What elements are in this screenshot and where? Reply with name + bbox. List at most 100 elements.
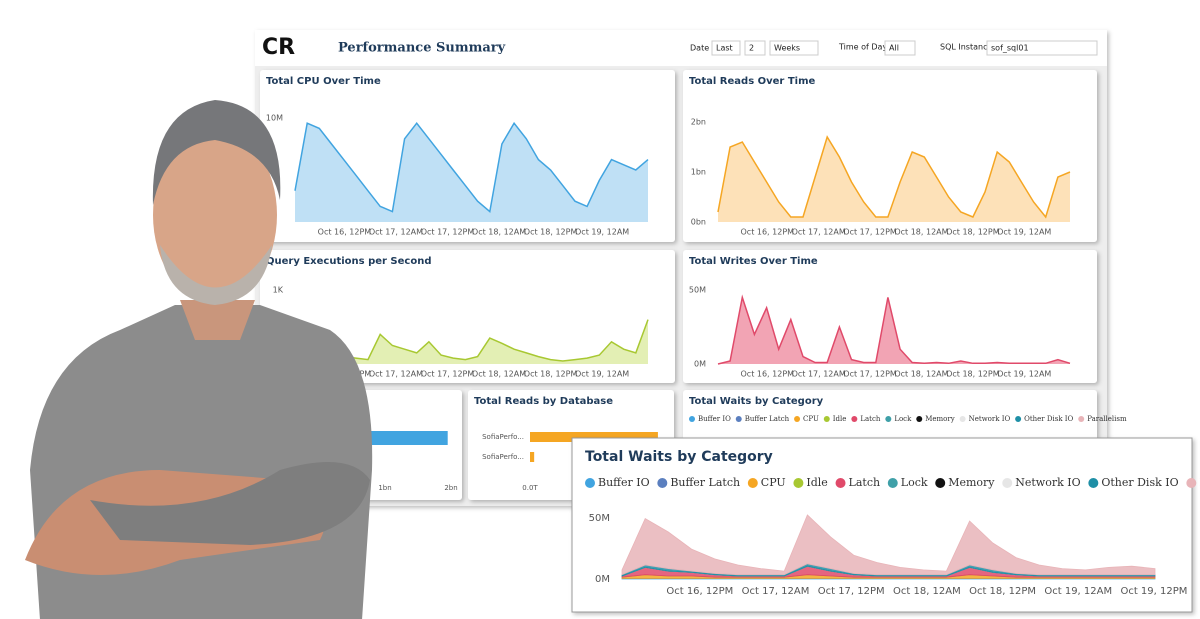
legend-label: Buffer Latch [670,476,740,489]
x-tick-label: Oct 19, 12AM [997,370,1051,379]
x-tick-label: Oct 19, 12AM [575,228,629,237]
x-tick-label: Oct 19, 12AM [575,370,629,379]
x-tick-label: Oct 16, 12PM [741,228,795,237]
x-tick-label: 0.0T [522,484,538,492]
y-tick-label: 10M [266,114,283,123]
x-tick-label: Oct 17, 12AM [369,370,423,379]
legend-marker [794,416,801,422]
y-tick-label: 50M [689,286,706,295]
dropdown-value[interactable]: Last [716,44,733,53]
legend-marker [585,478,595,488]
panel [260,250,675,383]
number-input[interactable] [744,40,766,56]
x-tick-label: Oct 18, 12PM [946,228,1000,237]
legend-marker [851,416,858,422]
legend-marker [657,478,668,488]
x-tick-label: Oct 18, 12AM [472,370,526,379]
logo: CR [262,35,295,60]
dropdown-value[interactable]: Weeks [774,44,800,53]
input-value[interactable]: 2 [749,44,754,53]
filter-label: Time of Day [838,43,887,52]
dropdown[interactable] [884,40,916,56]
x-tick-label: Oct 16, 12PM [666,586,733,597]
dropdown[interactable] [769,40,819,56]
y-tick-label: 0M [595,574,610,585]
x-tick-label: Oct 16, 12PM [318,228,372,237]
legend-marker [1002,478,1013,488]
legend-label: Other Disk IO [1101,476,1178,489]
stacked-area [621,514,1156,576]
bar [530,432,658,442]
x-tick-label: Oct 16, 12PM [741,370,795,379]
legend-label: Latch [860,415,881,423]
legend-marker [735,416,742,422]
legend-label: Idle [806,476,827,489]
x-tick-label: Oct 18, 12AM [893,586,961,597]
y-tick-label: 2bn [691,118,706,127]
neck [180,300,255,340]
person-photo [25,100,373,619]
x-tick-label: Oct 17, 12PM [843,370,897,379]
x-tick-label: Oct 17, 12AM [742,586,810,597]
popup-chart: Total Waits by Category Buffer IO Buffer L… [571,437,1200,613]
area [295,319,648,364]
area [718,137,1070,222]
x-tick-label: Oct 17, 12AM [792,370,846,379]
legend-label: Network IO [1015,476,1080,489]
legend-label: Buffer IO [598,476,650,489]
legend-label: Memory [925,415,955,423]
x-tick-label: Oct 17, 12AM [369,228,423,237]
legend-marker [885,416,892,422]
y-tick-label: 0bn [691,218,706,227]
area [295,123,648,222]
legend-marker [1186,478,1197,488]
dropdown[interactable] [986,40,1098,56]
legend-marker [835,478,846,488]
panel-title: Total Waits by Category [689,396,824,407]
x-tick-label: Oct 17, 12PM [843,228,897,237]
x-tick-label: Oct 18, 12PM [969,586,1036,597]
legend-label: Memory [948,476,995,489]
legend-label: Lock [894,415,912,423]
legend-label: Latch [849,476,881,489]
x-tick-label: Oct 19, 12AM [997,228,1051,237]
line [717,294,1071,365]
y-tick-label: 50M [589,513,610,524]
area [718,297,1070,364]
category-label: SofiaPerfo... [482,433,524,441]
x-tick-label: Oct 18, 12PM [946,370,1000,379]
legend-marker [916,416,923,422]
panel-title: Total Reads by Database [474,396,613,407]
dropdown-value[interactable]: sof_sql01 [991,44,1029,53]
x-tick-label: Oct 18, 12PM [524,228,578,237]
x-tick-label: Oct 17, 12AM [792,228,846,237]
legend-marker [887,478,898,488]
legend-label: Parallelism [1087,415,1127,423]
legend-marker [689,416,695,422]
legend-label: Buffer Latch [745,415,790,423]
panel-title: Query Executions per Second [266,256,432,267]
filter-label: SQL Instance [940,43,992,52]
x-tick-label: Oct 18, 12AM [472,228,526,237]
legend-marker [935,478,946,488]
x-tick-label: Oct 17, 12PM [818,586,885,597]
x-tick-label: 2bn [444,484,457,492]
dashboard-title: Performance Summary [338,41,506,56]
x-tick-label: Oct 17, 12PM [421,228,475,237]
face [153,127,277,303]
x-tick-label: Oct 18, 12AM [894,228,948,237]
dropdown[interactable] [711,40,741,56]
legend-label: CPU [761,476,786,489]
panel [683,390,1097,440]
legend-marker [1088,478,1099,488]
panel-title: Total CPU Over Time [266,76,381,87]
panel-title: Total Writes Over Time [689,256,818,267]
line [717,135,1071,219]
hair [152,100,281,205]
dropdown-value[interactable]: All [889,44,899,53]
popup-panel [571,437,1193,613]
x-tick-label: Oct 19, 12PM [1120,586,1187,597]
x-tick-label: Oct 18, 12PM [524,370,578,379]
